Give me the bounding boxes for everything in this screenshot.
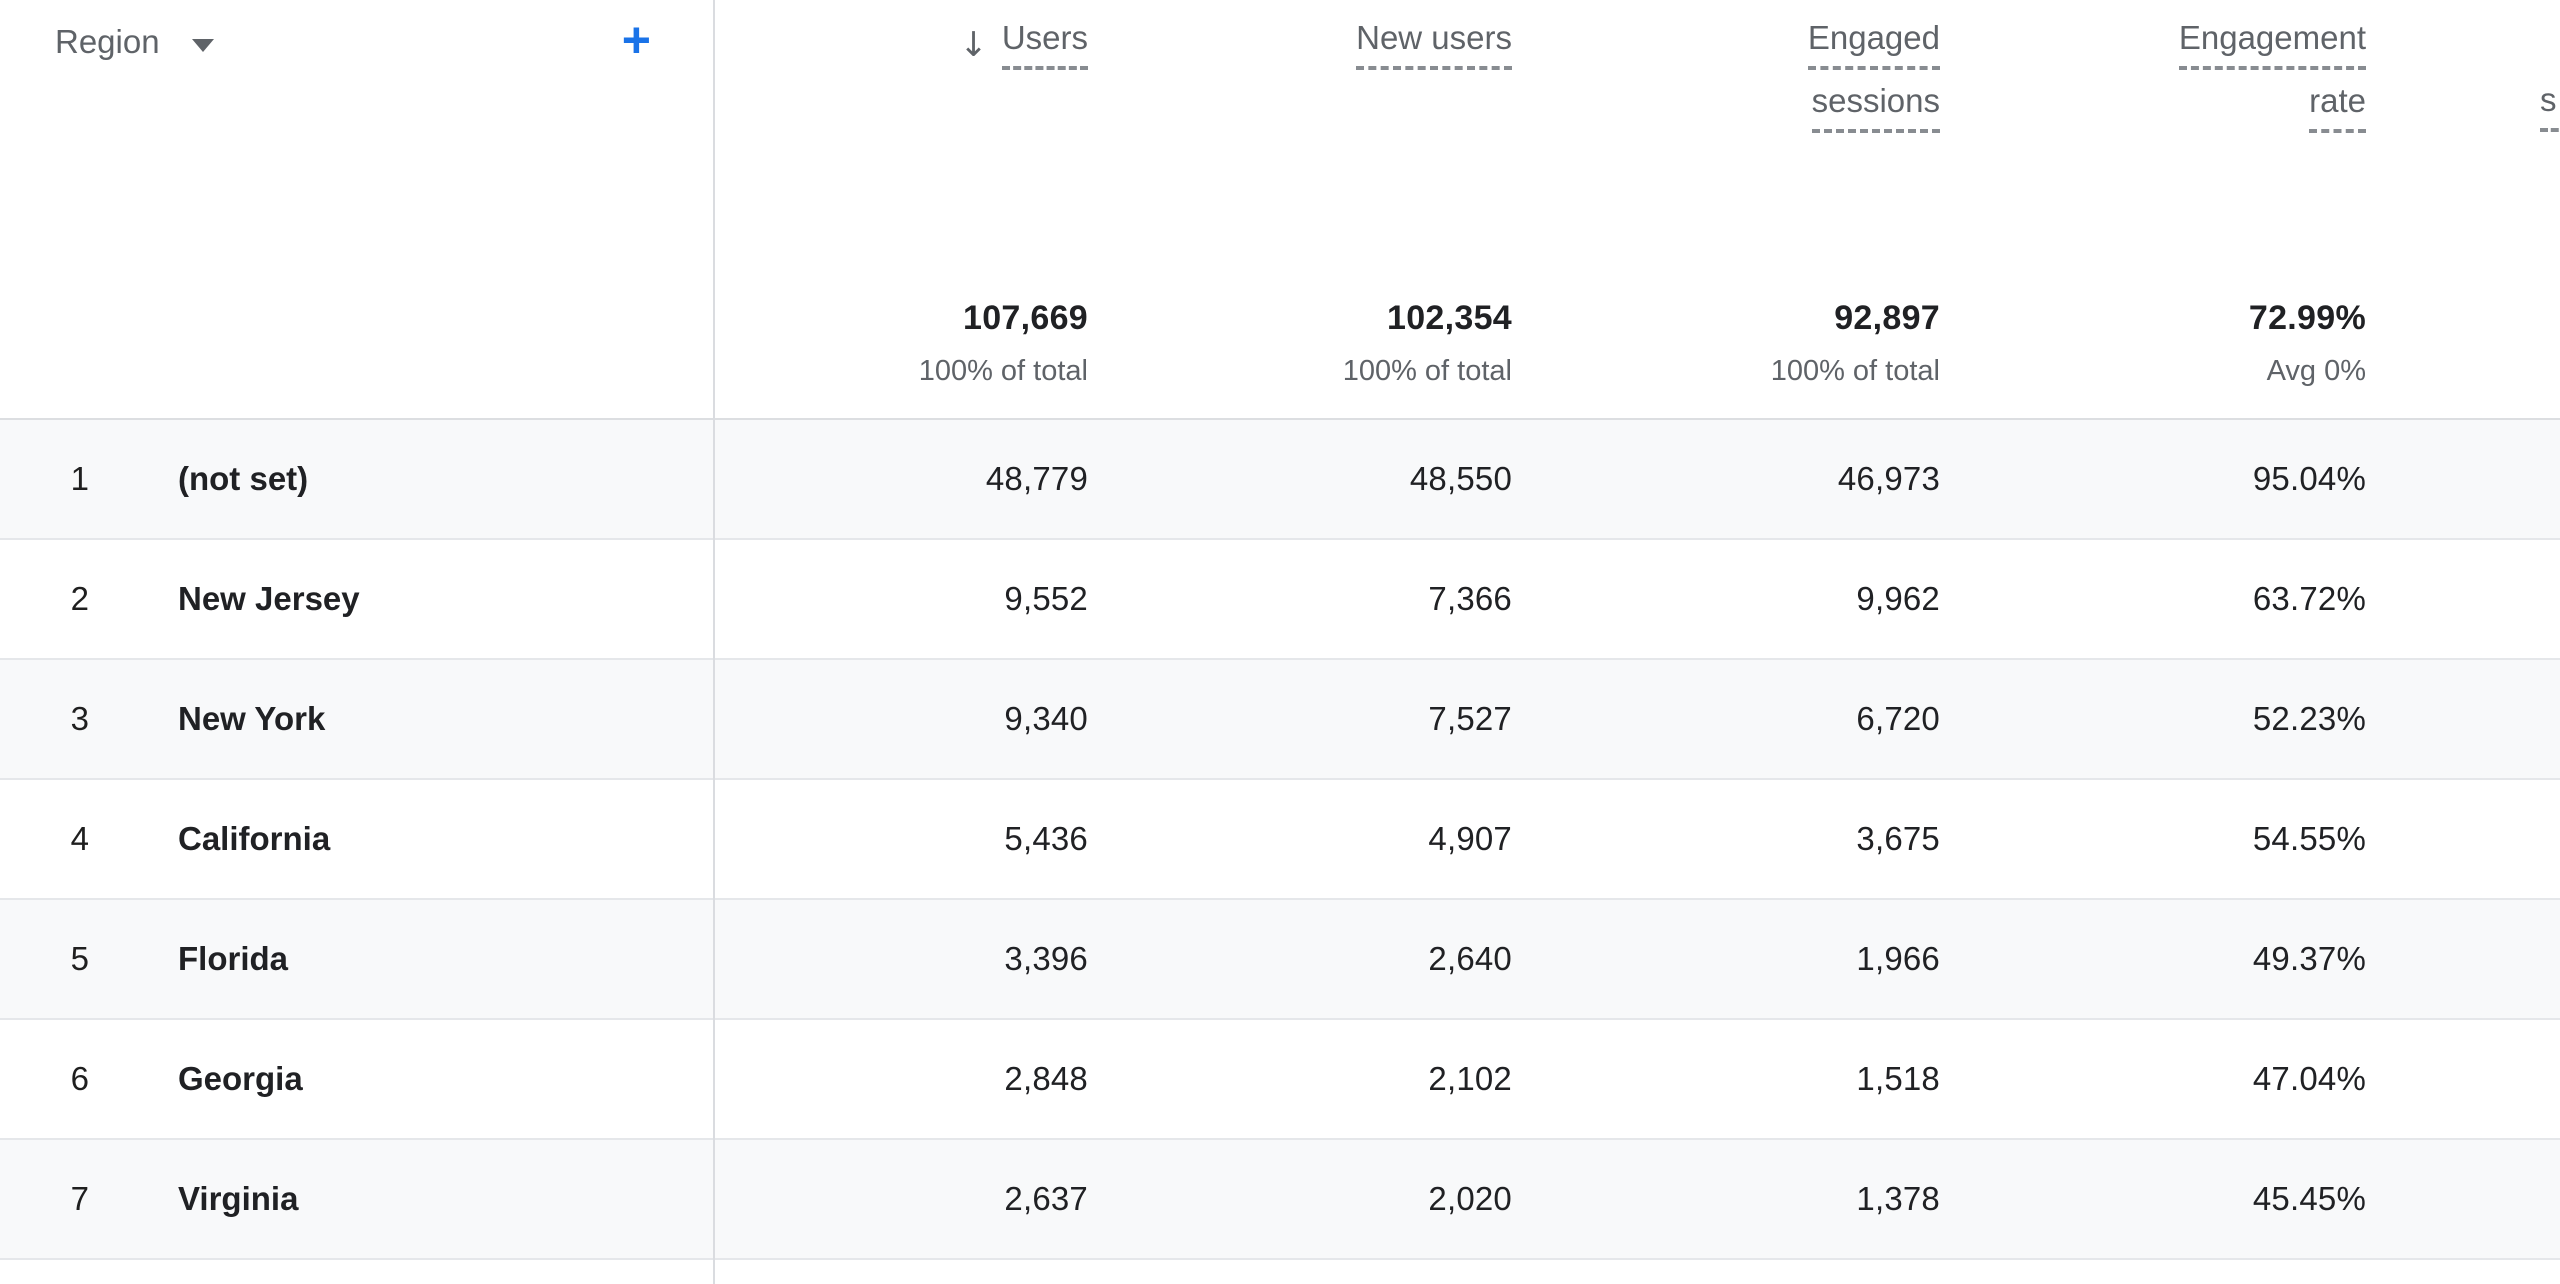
sort-header-new-users[interactable]: New users xyxy=(1356,19,1512,70)
dimension-label: Region xyxy=(55,23,160,60)
region-cell: New York xyxy=(178,700,326,737)
engaged-sessions-cell: 6,720 xyxy=(1856,700,1940,737)
engaged-sessions-cell: 1,378 xyxy=(1856,1180,1940,1217)
sort-header-engagement-rate[interactable]: Engagement xyxy=(2178,19,2366,70)
engagement-rate-cell: 54.55% xyxy=(2252,820,2366,857)
new-users-cell: 2,640 xyxy=(1428,940,1512,977)
engaged-sessions-cell: 9,962 xyxy=(1856,580,1940,617)
engagement-rate-cell: 63.72% xyxy=(2252,580,2366,617)
engagement-rate-cell: 49.37% xyxy=(2252,940,2366,977)
row-number: 7 xyxy=(70,1180,89,1217)
engagement-rate-total-value: 72.99% xyxy=(2248,299,2366,337)
row-number: 5 xyxy=(70,940,89,977)
engaged-sessions-total-value: 92,897 xyxy=(1834,299,1940,337)
new-users-cell: 2,020 xyxy=(1428,1180,1512,1217)
users-cell: 2,848 xyxy=(1004,1060,1088,1097)
new-users-cell: 4,907 xyxy=(1428,820,1512,857)
engaged-sessions-cell: 3,675 xyxy=(1856,820,1940,857)
region-dimension-dropdown[interactable]: Region xyxy=(55,18,214,66)
column-header-engaged-sessions: Engaged sessions 92,897 100% of total xyxy=(1534,0,1962,418)
engagement-rate-cell: 47.04% xyxy=(2252,1060,2366,1097)
table-header: Region + ↓ Users 107,669 100% of total N… xyxy=(0,0,2560,420)
table-row: 3 New York 9,340 7,527 6,720 52.23% xyxy=(0,660,2560,780)
engagement-rate-total-subtext: Avg 0% xyxy=(2266,355,2366,387)
engaged-sessions-totals: 92,897 100% of total xyxy=(1771,299,1940,388)
row-number: 6 xyxy=(70,1060,89,1097)
row-number: 2 xyxy=(70,580,89,617)
region-cell: Florida xyxy=(178,940,289,977)
users-header-label: Users xyxy=(1001,19,1088,70)
users-cell: 5,436 xyxy=(1004,820,1088,857)
engaged-sessions-cell: 46,973 xyxy=(1837,460,1940,497)
new-users-total-subtext: 100% of total xyxy=(1342,355,1512,387)
column-header-new-users: New users 102,354 100% of total xyxy=(1110,0,1534,418)
new-users-cell: 2,102 xyxy=(1428,1060,1512,1097)
row-number: 1 xyxy=(70,460,89,497)
new-users-cell: 7,527 xyxy=(1428,700,1512,737)
table-row: 7 Virginia 2,637 2,020 1,378 45.45% xyxy=(0,1140,2560,1260)
chevron-down-icon xyxy=(191,38,214,52)
truncated-header-text: s xyxy=(2540,81,2560,132)
users-cell: 3,396 xyxy=(1004,940,1088,977)
sort-header-users[interactable]: ↓ Users xyxy=(959,19,1088,70)
engagement-rate-cell: 45.45% xyxy=(2252,1180,2366,1217)
engagement-rate-cell: 52.23% xyxy=(2252,700,2366,737)
users-cell: 9,340 xyxy=(1004,700,1088,737)
engagement-rate-header-line2: rate xyxy=(2309,82,2366,133)
table-row: 6 Georgia 2,848 2,102 1,518 47.04% xyxy=(0,1020,2560,1140)
table-body: 1 (not set) 48,779 48,550 46,973 95.04% … xyxy=(0,420,2560,1260)
new-users-totals: 102,354 100% of total xyxy=(1343,299,1512,388)
sort-descending-icon: ↓ xyxy=(959,24,988,65)
engaged-sessions-header-line1: Engaged xyxy=(1807,19,1940,70)
column-header-engagement-rate: Engagement rate 72.99% Avg 0% xyxy=(1962,0,2388,418)
users-total-subtext: 100% of total xyxy=(918,355,1088,387)
region-cell: Virginia xyxy=(178,1180,299,1217)
row-number: 3 xyxy=(70,700,89,737)
dimension-header-cell: Region + xyxy=(0,0,715,418)
sort-header-engaged-sessions[interactable]: Engaged xyxy=(1807,19,1940,70)
sort-header-engagement-rate-line2[interactable]: rate xyxy=(2309,82,2366,133)
engaged-sessions-header-line2: sessions xyxy=(1811,82,1940,133)
sort-header-engaged-sessions-line2[interactable]: sessions xyxy=(1811,82,1940,133)
new-users-cell: 48,550 xyxy=(1409,460,1512,497)
add-column-button[interactable]: + xyxy=(622,15,651,65)
table-row: 4 California 5,436 4,907 3,675 54.55% xyxy=(0,780,2560,900)
truncated-header-label[interactable]: s xyxy=(2540,81,2560,132)
users-cell: 9,552 xyxy=(1004,580,1088,617)
plus-icon: + xyxy=(621,12,651,68)
row-number: 4 xyxy=(70,820,89,857)
column-header-truncated: s xyxy=(2388,0,2560,418)
users-total-value: 107,669 xyxy=(962,299,1088,337)
region-cell: (not set) xyxy=(178,460,309,497)
users-totals: 107,669 100% of total xyxy=(919,299,1088,388)
region-cell: California xyxy=(178,820,331,857)
engagement-rate-header-line1: Engagement xyxy=(2178,19,2366,70)
region-cell: New Jersey xyxy=(178,580,360,617)
new-users-cell: 7,366 xyxy=(1428,580,1512,617)
engaged-sessions-cell: 1,518 xyxy=(1856,1060,1940,1097)
engaged-sessions-total-subtext: 100% of total xyxy=(1770,355,1940,387)
region-cell: Georgia xyxy=(178,1060,303,1097)
column-group-divider xyxy=(713,0,715,1284)
users-cell: 2,637 xyxy=(1004,1180,1088,1217)
table-row: 5 Florida 3,396 2,640 1,966 49.37% xyxy=(0,900,2560,1020)
new-users-total-value: 102,354 xyxy=(1386,299,1512,337)
new-users-header-label: New users xyxy=(1356,19,1512,70)
engagement-rate-totals: 72.99% Avg 0% xyxy=(2249,299,2366,388)
users-cell: 48,779 xyxy=(985,460,1088,497)
table-row: 2 New Jersey 9,552 7,366 9,962 63.72% xyxy=(0,540,2560,660)
engagement-rate-cell: 95.04% xyxy=(2252,460,2366,497)
column-header-users: ↓ Users 107,669 100% of total xyxy=(715,0,1110,418)
table-row: 1 (not set) 48,779 48,550 46,973 95.04% xyxy=(0,420,2560,540)
engaged-sessions-cell: 1,966 xyxy=(1856,940,1940,977)
